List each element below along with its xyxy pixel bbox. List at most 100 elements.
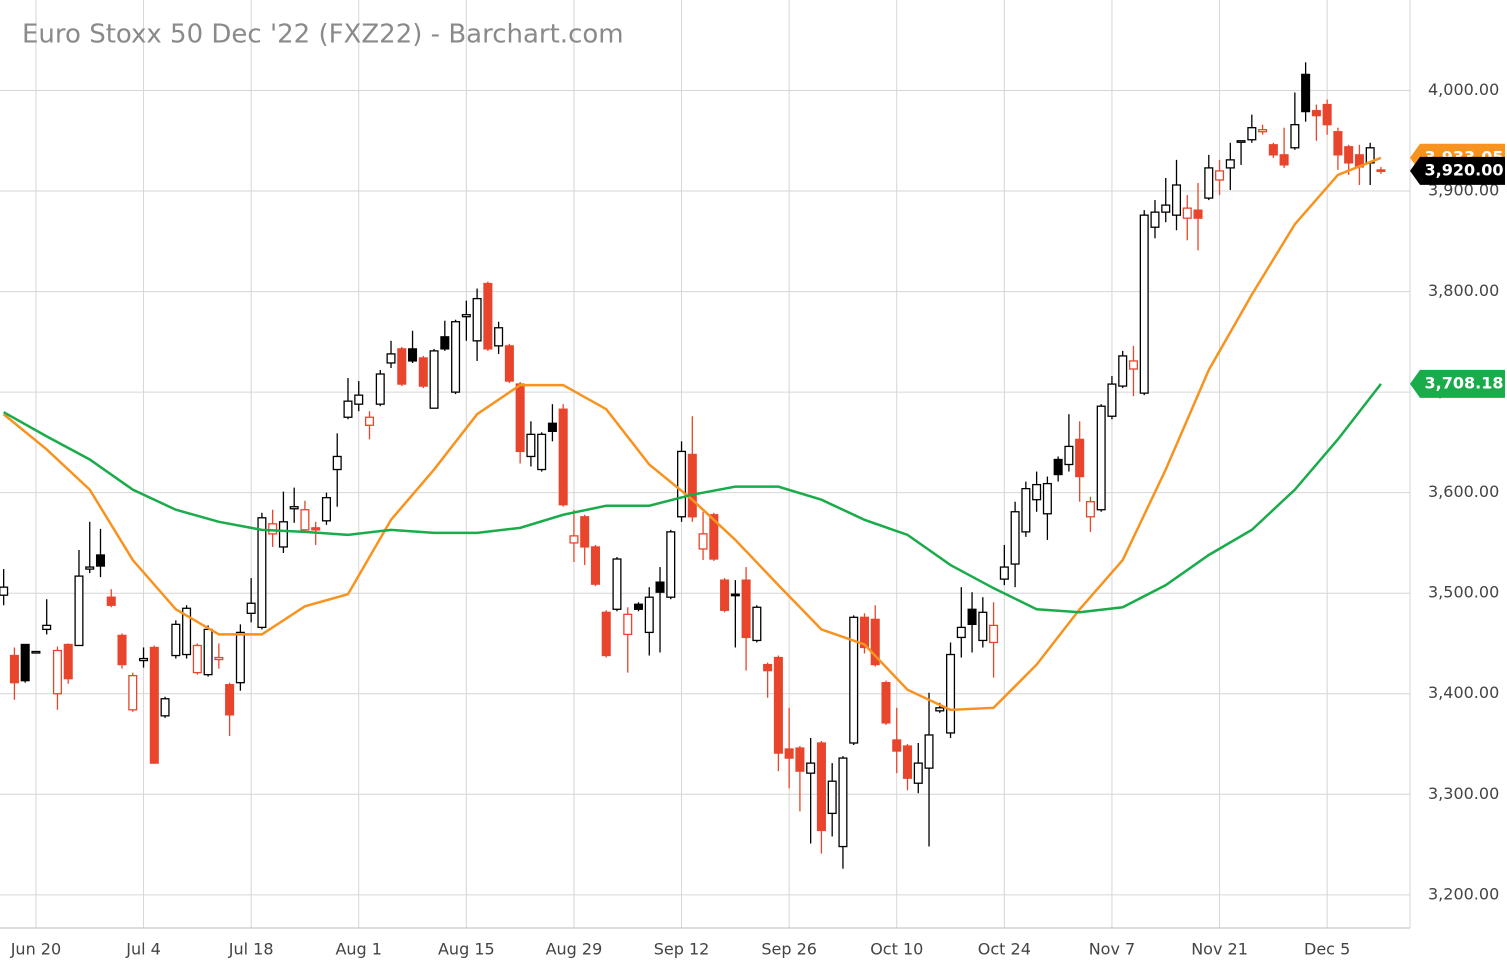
candle-body (773, 656, 783, 754)
candle-body (1204, 167, 1214, 199)
candle-body (440, 336, 450, 350)
x-tick-label: Jun 20 (10, 940, 61, 959)
candle-body (956, 626, 966, 639)
x-tick-label: Sep 26 (761, 940, 817, 959)
candle-body (590, 546, 600, 585)
x-tick-label: Oct 10 (870, 940, 923, 959)
candle-body (1161, 204, 1171, 213)
candle-body (1344, 146, 1354, 164)
candle-body (1225, 159, 1235, 169)
candle-body (106, 596, 116, 606)
candle-body (321, 497, 331, 522)
candle-body (257, 517, 267, 629)
candle-body (816, 742, 826, 832)
candle-body (397, 348, 407, 385)
candle-body (1279, 154, 1289, 166)
candle-body (1085, 501, 1095, 518)
candle-body (74, 575, 84, 647)
candle-body (978, 611, 988, 642)
candle-body (1053, 458, 1063, 476)
candle-body (42, 624, 52, 631)
candle-body (1150, 211, 1160, 228)
y-tick-label: 3,600.00 (1428, 482, 1499, 501)
candle-body (881, 682, 891, 724)
candle-body (547, 422, 557, 432)
candle-body (1075, 438, 1085, 478)
candle-body (1268, 144, 1278, 156)
candle-body (633, 603, 644, 610)
candle-body (182, 607, 192, 656)
candle-body (451, 321, 461, 393)
candle-body (203, 628, 213, 676)
candle-body (1247, 127, 1257, 141)
candle-body (526, 433, 536, 458)
chart-title: Euro Stoxx 50 Dec '22 (FXZ22) - Barchart… (22, 20, 624, 50)
candle-body (1032, 483, 1042, 501)
candle-body (838, 757, 848, 848)
candle-body (461, 314, 471, 318)
y-tick-label: 3,500.00 (1428, 583, 1499, 602)
candle-body (1118, 355, 1128, 387)
candle-body (1311, 109, 1321, 117)
candle-body (386, 353, 396, 364)
candle-body (9, 654, 19, 684)
moving-average-line (3, 383, 1382, 614)
price-tag-label: 3,708.18 (1425, 373, 1504, 392)
candle-body (354, 394, 364, 405)
price-tag-label: 3,920.00 (1425, 160, 1504, 179)
candle-body (311, 527, 321, 531)
grid (0, 0, 1410, 928)
candle-body (1215, 170, 1225, 181)
candle-body (720, 579, 730, 611)
plot (0, 62, 1386, 869)
candle-body (698, 533, 708, 550)
candle-body (225, 684, 235, 716)
candle-body (171, 623, 181, 657)
candle-body (935, 707, 945, 712)
candle-body (1128, 360, 1138, 370)
candle-body (537, 433, 547, 471)
candle-body (1139, 214, 1149, 394)
x-tick-label: Oct 24 (978, 940, 1031, 959)
candle-body (1258, 129, 1268, 133)
candle-body (795, 747, 805, 772)
candle-body (192, 644, 202, 674)
candle-body (52, 649, 62, 695)
x-tick-label: Jul 18 (228, 940, 274, 959)
candle-body (364, 416, 375, 426)
candle-body (160, 698, 170, 717)
candle-body (601, 611, 611, 657)
x-tick-label: Sep 12 (654, 940, 710, 959)
candle-body (677, 450, 687, 518)
candle-body (1301, 73, 1311, 113)
candle-body (687, 453, 697, 518)
candle-body (709, 514, 719, 560)
candle-body (418, 357, 428, 387)
candle-body (1193, 209, 1203, 219)
candle-body (20, 643, 30, 682)
candle-body (1064, 445, 1074, 466)
candle-body (946, 653, 956, 734)
candle-body (117, 634, 127, 666)
y-tick-label: 3,800.00 (1428, 281, 1499, 300)
candle-body (289, 506, 299, 510)
candle-body (375, 373, 385, 405)
candle-body (0, 586, 9, 596)
price-tag (1410, 369, 1505, 398)
candle-body (666, 531, 676, 598)
candle-body (924, 734, 934, 769)
moving-average-line (2, 156, 1382, 712)
candle-body (235, 631, 245, 684)
candle-body (278, 521, 288, 548)
candle-body (569, 535, 579, 544)
candle-body (989, 624, 999, 644)
candle-body (1042, 482, 1052, 515)
candle-body (1021, 487, 1031, 533)
candle-body (580, 516, 590, 548)
candle-body (214, 656, 224, 661)
x-tick-label: Nov 7 (1089, 940, 1136, 959)
candle-body (730, 593, 740, 597)
candle-body (429, 350, 439, 409)
candle-body (63, 643, 73, 680)
candle-body (892, 739, 902, 752)
